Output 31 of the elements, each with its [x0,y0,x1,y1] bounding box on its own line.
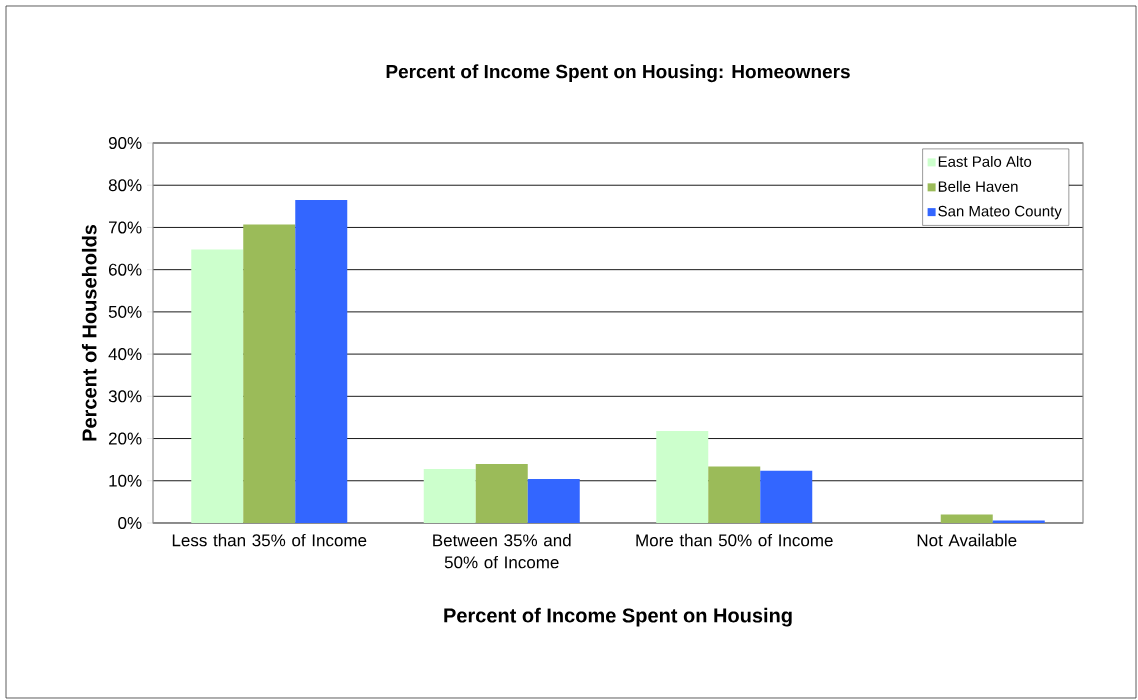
bar [475,463,528,523]
y-tick-label: 90% [108,136,142,150]
chart-title: Percent of Income Spent on Housing: Homeowners [386,64,850,83]
x-tick-label: Between 35% and 50% of Income [433,533,571,569]
bar [527,479,580,523]
y-tick-label: 60% [108,263,142,276]
bar [992,520,1045,523]
x-tick-label: Not Available [917,533,1017,547]
legend-label: San Mateo County [938,205,1062,220]
y-tick-label: 20% [108,432,142,445]
bar [295,200,348,523]
bar [940,514,993,523]
y-tick-label: 0% [118,516,142,530]
x-tick-label: Less than 35% of Income [172,533,367,547]
legend-label: Belle Haven [938,180,1018,192]
bar [191,249,244,523]
y-tick-label: 30% [108,390,142,403]
bar [708,466,761,523]
y-tick-label: 10% [109,474,142,487]
bar [423,468,476,523]
x-axis-title: Percent of Income Spent on Housing [444,607,792,627]
y-axis-title: Percent of Households [81,224,97,441]
bar [760,470,813,523]
bar [656,430,709,523]
bar [243,224,296,523]
legend-label: East Palo Alto [938,155,1032,167]
y-tick-label: 80% [108,179,142,192]
y-tick-label: 70% [108,221,142,234]
y-tick-label: 50% [108,305,142,318]
y-tick-label: 40% [108,348,142,361]
x-tick-label: More than 50% of Income [636,533,833,547]
